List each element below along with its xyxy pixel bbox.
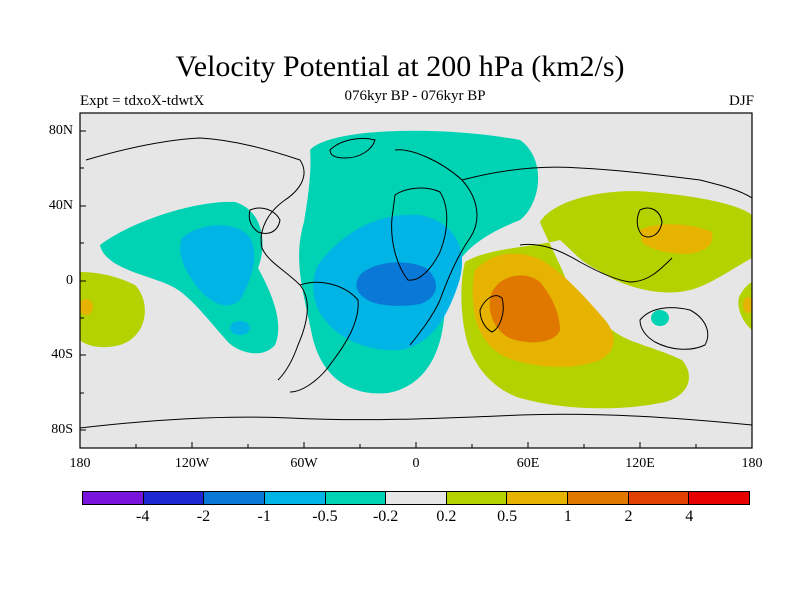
season-label: DJF [728,93,754,109]
pos-mid-date-line-east [743,297,752,313]
neg-weak-australia [651,310,669,326]
colorbar-label: 2 [624,508,633,525]
colorbar-label: -2 [196,508,211,525]
colorbar-label: 4 [685,508,694,525]
lat-label-0: 0 [66,273,73,288]
colorbar-label: -0.2 [372,508,399,525]
neg-strong-atlantic [356,262,437,306]
neg-mid-south-pacific [230,321,250,335]
lat-label-40s: 40S [51,347,73,362]
colorbar-label: 0.2 [436,508,457,525]
lon-label-60w: 60W [290,456,318,471]
period-label: 076kyr BP - 076kyr BP [344,88,486,104]
colorbar-box-2 [143,492,205,504]
lon-label-120e: 120E [625,456,655,471]
lon-label-180e: 180 [741,456,763,471]
pos-mid-date-line [80,299,93,315]
colorbar-box-7 [446,492,508,504]
colorbar-box-5 [325,492,387,504]
colorbar-label: -0.5 [312,508,338,525]
colorbar-label: -4 [136,508,150,525]
experiment-label: Expt = tdxoX-tdwtX [80,93,205,109]
lon-label-120w: 120W [174,456,210,471]
colorbar [82,491,750,505]
coastlines [80,137,752,429]
colorbar-box-9 [568,492,629,504]
colorbar-label: -1 [257,508,271,525]
axis-ticks [80,130,697,448]
colorbar-box-10 [628,492,690,504]
neg-mid-pacific [180,225,255,306]
lat-label-40n: 40N [48,198,73,213]
colorbar-box-8 [507,492,569,504]
colorbar-label: 0.5 [497,508,518,525]
lon-label-60e: 60E [516,456,540,471]
chart-title: Velocity Potential at 200 hPa (km2/s) [175,50,625,83]
colorbar-box-3 [204,492,265,504]
colorbar-box-4 [264,492,326,504]
pos-weak-date-line [80,272,145,348]
lat-label-80s: 80S [51,422,73,437]
lon-label-0: 0 [412,456,420,471]
colorbar-label: 1 [563,508,572,525]
lat-label-80n: 80N [48,123,73,138]
pos-strong-indian [489,275,560,343]
colorbar-box-1 [83,492,144,504]
colorbar-box-6 [386,492,447,504]
colorbar-box-11 [689,492,750,504]
lon-label-180w: 180 [69,456,91,471]
